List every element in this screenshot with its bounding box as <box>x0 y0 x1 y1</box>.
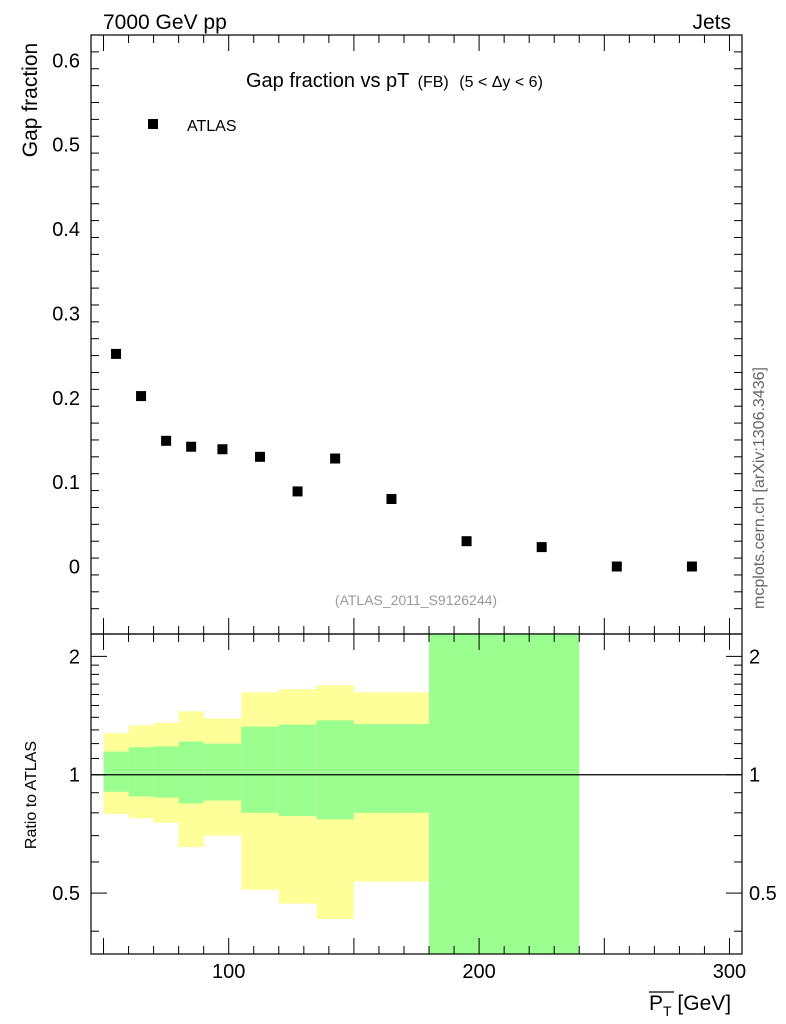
side-label: mcplots.cern.ch [arXiv:1306.3436] <box>751 367 768 609</box>
analysis-annotation: (ATLAS_2011_S9126244) <box>335 592 497 608</box>
title-cut: (5 < Δy < 6) <box>459 74 543 91</box>
stat-band-1 <box>128 747 154 797</box>
lower-y-axis-label: Ratio to ATLAS <box>23 741 40 849</box>
data-points <box>111 348 697 572</box>
data-point <box>217 444 228 455</box>
stat-band-7 <box>316 720 354 820</box>
x-axis-title: PT [GeV] <box>649 991 731 1019</box>
x-tick-label: 300 <box>713 961 746 983</box>
data-point <box>536 542 547 553</box>
upper-y-tick-label: 0.2 <box>52 388 80 410</box>
stat-band-4 <box>203 743 242 801</box>
data-point <box>255 451 266 462</box>
data-point <box>330 453 341 464</box>
upper-title: Gap fraction vs pT (FB) (5 < Δy < 6) <box>246 70 543 92</box>
stat-band-0 <box>103 751 129 792</box>
lower-ticks: 0.5 0.5 1 1 2 2 100 200 300 <box>52 634 777 983</box>
data-point <box>686 561 697 572</box>
data-point <box>111 348 122 359</box>
legend-marker <box>148 119 158 129</box>
stat-band-5 <box>241 726 279 813</box>
lower-y-tick-label-right: 0.5 <box>749 883 777 905</box>
x-axis-label: PT [GeV] <box>649 992 731 1019</box>
lower-y-tick-label-right: 1 <box>749 765 760 787</box>
lower-y-tick-label: 1 <box>69 765 80 787</box>
upper-y-tick-label: 0.1 <box>52 472 80 494</box>
data-point <box>611 561 622 572</box>
lower-panel: 0.5 0.5 1 1 2 2 100 200 300 Ratio to ATLAS PT [G… <box>23 633 777 1019</box>
upper-panel: 0 0.1 0.2 0.3 0.4 0.5 0.6 Gap fraction Gap fra… <box>19 34 743 635</box>
data-point <box>292 486 303 497</box>
stat-band-3 <box>178 741 204 804</box>
upper-y-tick-label: 0.5 <box>52 135 80 157</box>
title-main: Gap fraction vs pT <box>246 70 409 92</box>
x-tick-label: 200 <box>462 961 495 983</box>
data-point <box>136 391 147 402</box>
data-point <box>161 435 172 446</box>
upper-y-tick-label: 0 <box>69 557 80 579</box>
lower-y-tick-label: 2 <box>69 646 80 668</box>
header-left-label: 7000 GeV pp <box>103 11 227 34</box>
stat-band-2 <box>153 746 179 798</box>
x-tick-label: 100 <box>212 961 245 983</box>
data-point <box>186 441 197 452</box>
lower-frame <box>90 633 743 955</box>
legend-label: ATLAS <box>187 118 237 135</box>
header-right-label: Jets <box>692 11 731 34</box>
upper-y-tick-label: 0.6 <box>52 50 80 72</box>
lower-y-tick-label-right: 2 <box>749 646 760 668</box>
upper-y-tick-label: 0.4 <box>52 219 80 241</box>
title-suffix: (FB) <box>418 74 449 91</box>
stat-band-9 <box>429 634 580 954</box>
data-point <box>386 494 397 505</box>
upper-y-axis-label: Gap fraction <box>19 43 42 157</box>
stat-band-8 <box>353 724 430 813</box>
data-point <box>461 536 472 547</box>
stat-band-6 <box>278 724 317 817</box>
upper-ticks: 0 0.1 0.2 0.3 0.4 0.5 0.6 <box>52 35 742 634</box>
upper-y-tick-label: 0.3 <box>52 303 80 325</box>
ratio-bands <box>103 634 580 954</box>
lower-y-tick-label: 0.5 <box>52 883 80 905</box>
